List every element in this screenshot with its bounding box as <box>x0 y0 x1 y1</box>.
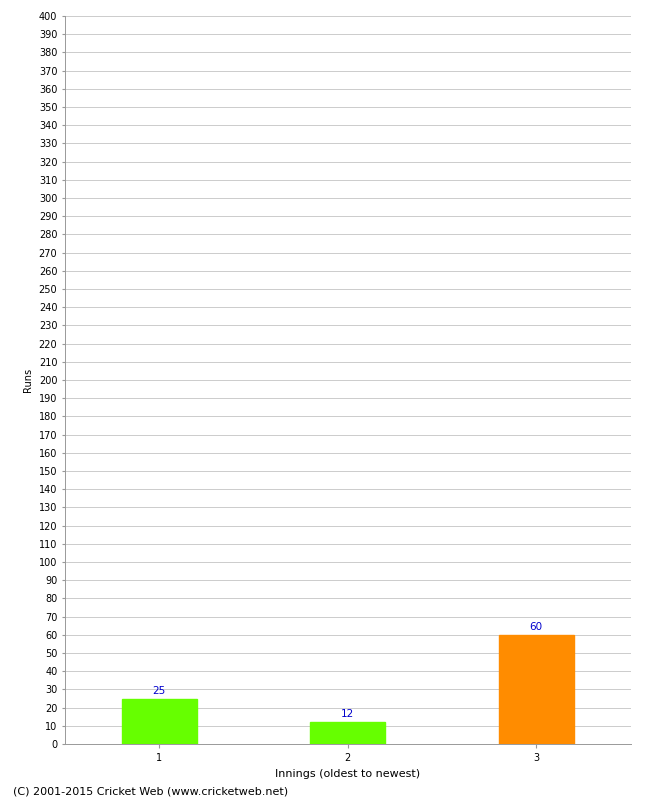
Text: 12: 12 <box>341 710 354 719</box>
Text: 25: 25 <box>153 686 166 696</box>
X-axis label: Innings (oldest to newest): Innings (oldest to newest) <box>275 769 421 778</box>
Bar <box>122 698 197 744</box>
Bar <box>499 634 574 744</box>
Text: (C) 2001-2015 Cricket Web (www.cricketweb.net): (C) 2001-2015 Cricket Web (www.cricketwe… <box>13 786 288 796</box>
Bar <box>310 722 385 744</box>
Text: 60: 60 <box>530 622 543 632</box>
Y-axis label: Runs: Runs <box>23 368 33 392</box>
